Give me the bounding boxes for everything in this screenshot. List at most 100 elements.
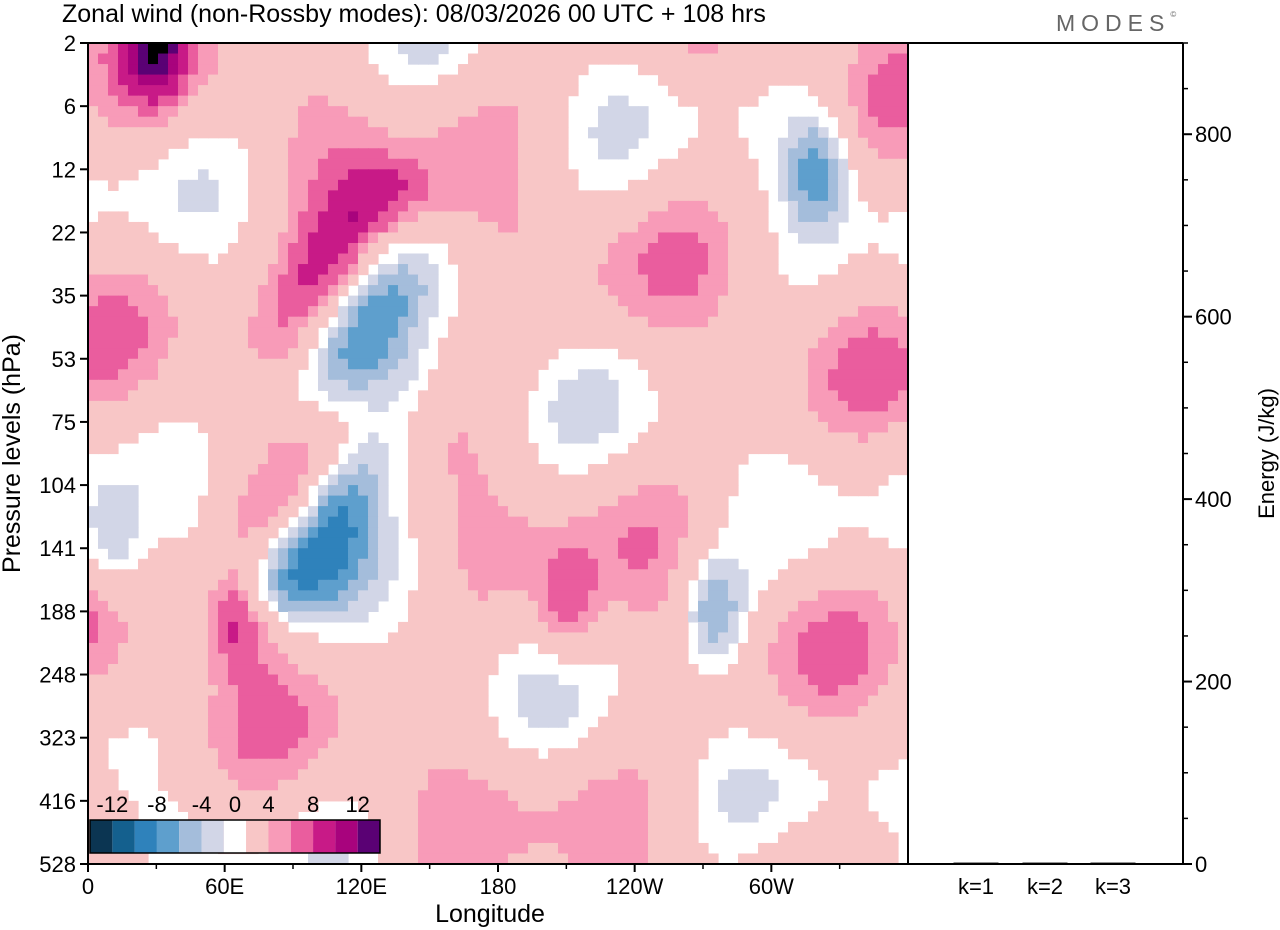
field-cell: [148, 579, 159, 591]
field-cell: [348, 253, 359, 265]
field-cell: [368, 232, 379, 244]
field-cell: [628, 674, 639, 686]
field-cell: [408, 748, 419, 760]
field-cell: [758, 242, 769, 255]
field-cell: [788, 569, 799, 581]
field-cell: [438, 95, 449, 107]
field-cell: [218, 716, 229, 728]
field-cell: [728, 579, 739, 591]
field-cell: [328, 716, 339, 728]
field-cell: [708, 642, 719, 655]
field-cell: [88, 158, 99, 170]
field-cell: [688, 306, 699, 318]
field-cell: [198, 348, 209, 360]
field-cell: [888, 653, 899, 665]
field-cell: [888, 748, 899, 760]
field-cell: [798, 179, 809, 191]
field-cell: [668, 716, 679, 728]
field-cell: [598, 379, 609, 391]
field-cell: [248, 327, 259, 339]
field-cell: [648, 790, 659, 802]
field-cell: [118, 295, 129, 307]
field-cell: [478, 558, 489, 570]
field-cell: [688, 74, 699, 86]
field-cell: [468, 264, 479, 276]
field-cell: [538, 211, 549, 223]
field-cell: [608, 295, 619, 307]
field-cell: [198, 506, 209, 518]
field-cell: [478, 337, 489, 349]
field-cell: [818, 453, 829, 465]
field-cell: [708, 264, 719, 276]
field-cell: [468, 85, 479, 97]
field-cell: [458, 253, 469, 265]
field-cell: [508, 74, 519, 86]
field-cell: [148, 611, 159, 623]
field-cell: [898, 737, 908, 749]
field-cell: [308, 716, 319, 728]
field-cell: [258, 727, 269, 739]
field-cell: [798, 43, 809, 55]
field-cell: [568, 695, 579, 707]
field-cell: [658, 327, 669, 339]
field-cell: [428, 158, 439, 170]
field-cell: [588, 379, 599, 391]
field-cell: [498, 190, 509, 202]
field-cell: [658, 632, 669, 644]
field-cell: [358, 664, 369, 676]
field-cell: [448, 621, 459, 634]
field-cell: [98, 800, 109, 812]
field-cell: [518, 242, 529, 255]
field-cell: [638, 642, 649, 655]
field-cell: [598, 53, 609, 65]
field-cell: [678, 642, 689, 655]
field-cell: [528, 211, 539, 223]
field-cell: [528, 516, 539, 528]
field-cell: [618, 506, 629, 518]
field-cell: [268, 264, 279, 276]
field-cell: [338, 527, 349, 539]
field-cell: [608, 769, 619, 781]
field-cell: [338, 432, 349, 444]
field-cell: [188, 337, 199, 349]
field-cell: [258, 695, 269, 707]
field-cell: [838, 579, 849, 591]
field-cell: [828, 158, 839, 170]
field-cell: [338, 558, 349, 570]
field-cell: [358, 327, 369, 339]
field-cell: [838, 527, 849, 539]
field-cell: [458, 285, 469, 297]
field-cell: [858, 274, 869, 286]
field-cell: [898, 632, 908, 644]
field-cell: [788, 737, 799, 749]
field-cell: [318, 127, 329, 139]
field-cell: [478, 790, 489, 802]
field-cell: [498, 148, 509, 160]
field-cell: [698, 527, 709, 539]
field-cell: [248, 506, 259, 518]
field-cell: [568, 295, 579, 307]
field-cell: [138, 285, 149, 297]
field-cell: [228, 706, 239, 718]
field-cell: [268, 464, 279, 476]
field-cell: [668, 242, 679, 255]
field-cell: [418, 685, 429, 697]
field-cell: [788, 306, 799, 318]
field-cell: [118, 632, 129, 644]
field-cell: [538, 148, 549, 160]
field-cell: [448, 474, 459, 486]
field-cell: [118, 337, 129, 349]
field-cell: [108, 790, 119, 802]
field-cell: [828, 558, 839, 570]
field-cell: [368, 537, 379, 549]
field-cell: [138, 642, 149, 655]
field-cell: [408, 337, 419, 349]
field-cell: [768, 674, 779, 686]
field-cell: [678, 653, 689, 665]
field-cell: [338, 716, 349, 728]
field-cell: [518, 569, 529, 581]
field-cell: [138, 600, 149, 612]
field-cell: [408, 127, 419, 139]
field-cell: [828, 306, 839, 318]
field-cell: [368, 727, 379, 739]
